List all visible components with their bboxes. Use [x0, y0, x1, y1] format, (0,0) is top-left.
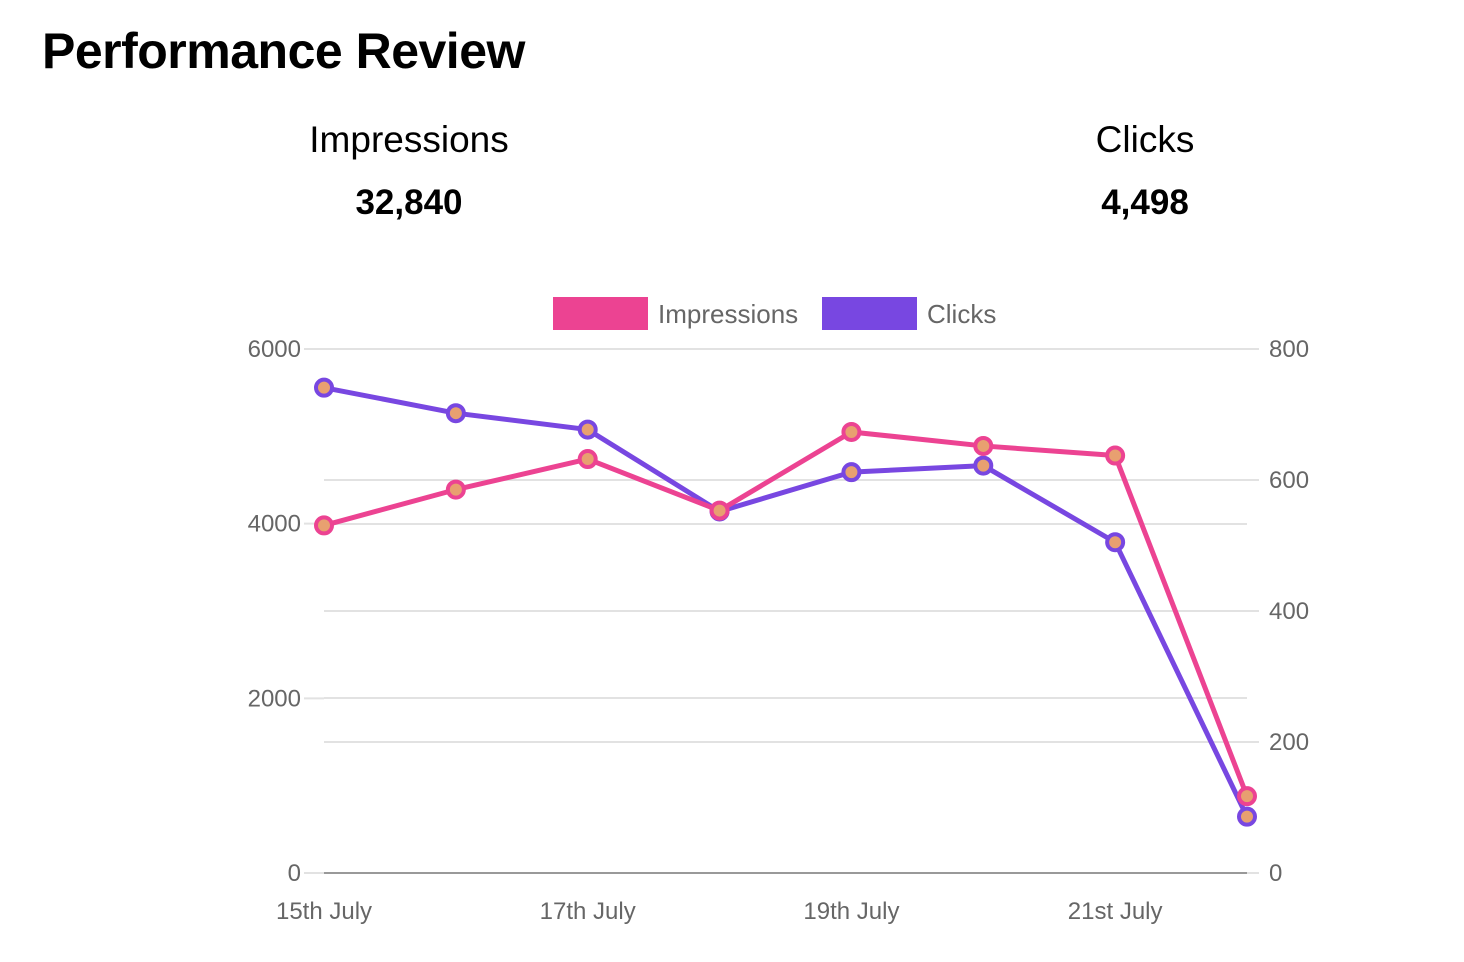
chart-grid — [324, 348, 1247, 874]
x-axis-tick-label: 21st July — [1068, 898, 1163, 925]
right-axis-tick-label: 200 — [1269, 729, 1309, 756]
left-axis-ticks: 6000 4000 2000 0 — [248, 336, 324, 887]
left-axis-tick-label: 6000 — [248, 336, 301, 363]
data-point-clicks[interactable] — [973, 455, 994, 476]
data-point-impressions[interactable] — [973, 435, 994, 456]
clicks-stat: Clicks 4,498 — [995, 118, 1295, 224]
data-point-impressions[interactable] — [577, 449, 598, 470]
data-point-clicks[interactable] — [1237, 806, 1257, 827]
data-point-impressions[interactable] — [445, 479, 466, 500]
page-title: Performance Review — [42, 23, 525, 79]
data-point-clicks[interactable] — [841, 462, 862, 483]
left-axis-tick-label: 2000 — [248, 685, 301, 712]
x-axis-tick-label: 17th July — [540, 898, 636, 925]
legend-label-impressions[interactable]: Impressions — [658, 299, 798, 329]
right-axis-tick-label: 0 — [1269, 860, 1282, 887]
x-axis-ticks: 15th July 17th July 19th July 21st July — [276, 898, 1163, 925]
right-axis-tick-label: 800 — [1269, 336, 1309, 363]
x-axis-tick-label: 19th July — [803, 898, 899, 925]
series-line-clicks — [321, 385, 1250, 820]
data-point-clicks[interactable] — [314, 377, 334, 398]
right-axis-tick-label: 600 — [1269, 467, 1309, 494]
impressions-stat-label: Impressions — [309, 119, 509, 160]
data-point-impressions[interactable] — [709, 500, 730, 521]
clicks-stat-value: 4,498 — [1101, 183, 1189, 222]
data-point-clicks[interactable] — [577, 419, 598, 440]
right-axis-ticks: 800 600 400 200 0 — [1247, 336, 1309, 887]
chart-series — [314, 377, 1257, 827]
legend-swatch-clicks[interactable] — [822, 297, 917, 330]
clicks-stat-label: Clicks — [1095, 119, 1195, 160]
data-point-impressions[interactable] — [841, 421, 862, 442]
left-axis-tick-label: 4000 — [248, 511, 301, 538]
data-point-impressions[interactable] — [1105, 445, 1126, 466]
x-axis-tick-label: 15th July — [276, 898, 372, 925]
data-point-impressions[interactable] — [1237, 786, 1257, 807]
data-point-impressions[interactable] — [314, 515, 334, 536]
right-axis-tick-label: 400 — [1269, 598, 1309, 625]
legend-swatch-impressions[interactable] — [553, 297, 648, 330]
chart-legend: Impressions Clicks — [553, 297, 996, 330]
impressions-stat: Impressions 32,840 — [259, 118, 559, 224]
left-axis-tick-label: 0 — [288, 860, 301, 887]
impressions-stat-value: 32,840 — [355, 183, 463, 222]
data-point-clicks[interactable] — [1105, 532, 1126, 553]
series-line-impressions — [321, 429, 1250, 799]
legend-label-clicks[interactable]: Clicks — [927, 299, 996, 329]
data-point-clicks[interactable] — [445, 403, 466, 424]
